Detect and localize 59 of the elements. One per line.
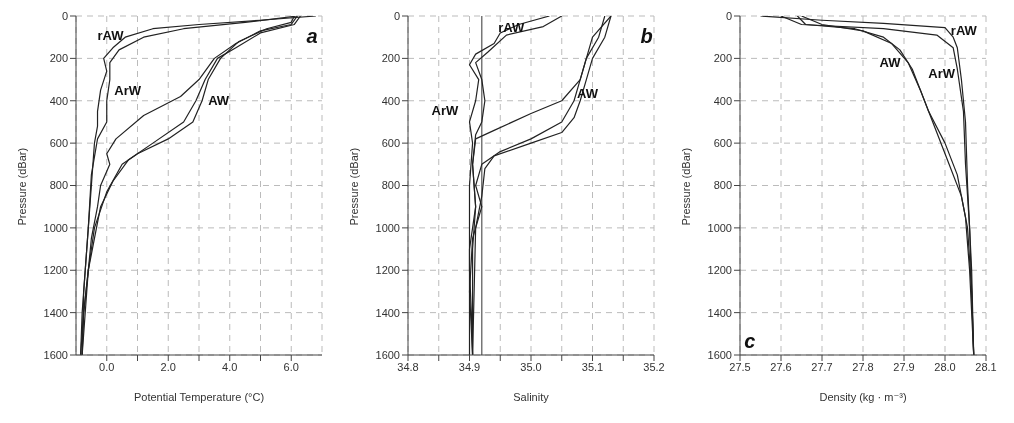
x-tick-label: 35.2 xyxy=(643,360,665,373)
y-tick-label: 1400 xyxy=(707,306,732,319)
annotation: ArW xyxy=(113,82,142,98)
annotation: ArW xyxy=(430,102,460,119)
y-tick-label: 1000 xyxy=(43,221,68,234)
y-tick-label: 1600 xyxy=(375,348,400,361)
annotation: ArW xyxy=(927,65,957,81)
annotation: rAW xyxy=(949,23,978,39)
y-tick-label: 1200 xyxy=(375,264,400,277)
y-axis-title: Pressure (dBar) xyxy=(15,147,28,226)
y-tick-label: 1000 xyxy=(375,221,400,234)
y-tick-label: 1200 xyxy=(707,264,732,277)
x-tick-label: 35.0 xyxy=(520,360,542,373)
annotation: c xyxy=(743,330,757,353)
x-axis-title: Salinity xyxy=(513,391,550,403)
annotation: b xyxy=(639,25,654,48)
annotation: rAW xyxy=(96,28,125,44)
y-tick-label: 600 xyxy=(713,137,732,150)
x-tick-label: 4.0 xyxy=(222,360,238,373)
x-tick-label: 27.7 xyxy=(811,360,833,373)
y-tick-label: 200 xyxy=(381,52,400,65)
y-axis-title: Pressure (dBar) xyxy=(679,147,692,226)
x-tick-label: 35.1 xyxy=(581,360,604,373)
y-tick-label: 200 xyxy=(49,52,68,65)
x-tick-label: 6.0 xyxy=(283,360,299,373)
y-axis-title: Pressure (dBar) xyxy=(347,147,360,226)
annotation: a xyxy=(305,25,319,48)
x-tick-label: 34.9 xyxy=(458,360,481,373)
y-tick-label: 1400 xyxy=(375,306,400,319)
y-tick-label: 200 xyxy=(713,52,732,65)
annotation: AW xyxy=(878,55,902,71)
y-tick-label: 0 xyxy=(725,9,732,22)
x-tick-label: 28.1 xyxy=(975,360,997,373)
x-tick-label: 2.0 xyxy=(160,360,176,373)
y-tick-label: 400 xyxy=(381,94,400,107)
y-tick-label: 800 xyxy=(713,179,732,192)
y-tick-label: 1400 xyxy=(43,306,68,319)
x-axis-title: Potential Temperature (°C) xyxy=(133,391,265,403)
x-tick-label: 28.0 xyxy=(934,360,956,373)
y-tick-label: 0 xyxy=(61,9,68,22)
y-tick-label: 400 xyxy=(49,94,68,107)
y-tick-label: 600 xyxy=(381,137,400,150)
y-tick-label: 400 xyxy=(713,94,732,107)
x-tick-label: 27.6 xyxy=(770,360,792,373)
x-tick-label: 27.5 xyxy=(729,360,751,373)
annotation: AW xyxy=(207,92,231,108)
y-tick-label: 800 xyxy=(381,179,400,192)
x-tick-label: 0.0 xyxy=(99,360,115,373)
x-tick-label: 27.9 xyxy=(893,360,915,373)
y-tick-label: 1000 xyxy=(707,221,732,234)
y-tick-label: 600 xyxy=(49,137,68,150)
x-tick-label: 34.8 xyxy=(397,360,419,373)
y-tick-label: 1600 xyxy=(43,348,68,361)
y-tick-label: 0 xyxy=(393,9,400,22)
x-axis-title: Density (kg · m⁻³) xyxy=(819,391,907,403)
y-tick-label: 800 xyxy=(49,179,68,192)
y-tick-label: 1200 xyxy=(43,264,68,277)
y-tick-label: 1600 xyxy=(707,348,732,361)
x-tick-label: 27.8 xyxy=(852,360,874,373)
